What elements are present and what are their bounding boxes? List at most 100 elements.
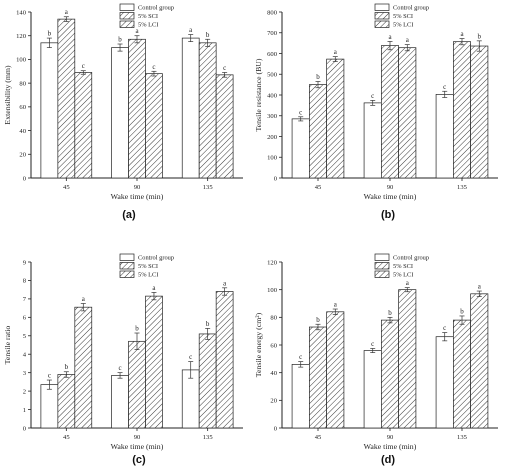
significance-letter: a	[82, 295, 86, 303]
bar-5-sci	[198, 333, 217, 429]
y-tick-label: 6	[23, 315, 27, 322]
significance-letter: c	[371, 92, 374, 100]
significance-letter: c	[82, 62, 85, 70]
legend-swatch	[374, 12, 390, 20]
chart-panel-4: 0 20 40 60 80 100 120 Tensile energy (cm²) 45 c b a…	[254, 253, 498, 466]
significance-letter: c	[299, 108, 302, 116]
significance-letter: b	[48, 30, 52, 38]
legend-label: Control group	[138, 5, 174, 12]
y-tick-label: 100	[267, 287, 278, 294]
legend-swatch	[374, 3, 390, 11]
significance-letter: b	[478, 32, 482, 40]
significance-letter: a	[189, 26, 193, 34]
significance-letter: a	[334, 301, 338, 309]
bar-control-group	[181, 369, 200, 429]
legend-swatch	[119, 12, 135, 20]
significance-letter: b	[316, 316, 320, 324]
y-tick-label: 80	[19, 80, 26, 87]
bar-5-lci	[470, 293, 489, 429]
legend-swatch	[374, 270, 390, 278]
significance-letter: c	[223, 64, 226, 72]
bar-5-lci	[215, 74, 234, 179]
bar-5-lci	[398, 289, 417, 429]
significance-letter: c	[371, 340, 374, 348]
legend-label: 5% LCI	[138, 272, 158, 279]
x-tick-label: 45	[63, 184, 70, 191]
y-tick-label: 800	[267, 9, 278, 16]
chart-panel-1: 0 20 40 60 80 100 120 140 Extensibility (mm) 45 b a…	[3, 3, 243, 221]
y-axis-title: Extensibility (mm)	[3, 65, 12, 125]
bar-5-sci	[128, 340, 146, 429]
legend-swatch	[119, 20, 135, 28]
bar-control-group	[40, 384, 59, 429]
significance-letter: c	[443, 83, 446, 91]
y-tick-label: 140	[16, 9, 27, 16]
y-tick-label: 20	[270, 398, 277, 405]
y-tick-label: 7	[23, 296, 27, 303]
y-tick-label: 500	[267, 72, 278, 79]
y-axis-title: Tensile ratio	[3, 326, 12, 365]
y-tick-label: 2	[23, 388, 26, 395]
x-tick-label: 135	[203, 434, 214, 441]
y-tick-label: 700	[267, 30, 278, 37]
y-tick-label: 40	[270, 370, 277, 377]
significance-letter: b	[65, 363, 69, 371]
y-axis-title: Tensile resistance (BU)	[254, 58, 263, 131]
legend-label: 5% SCI	[393, 263, 413, 270]
bar-5-sci	[57, 18, 76, 179]
bar-5-sci	[453, 319, 471, 429]
significance-letter: c	[443, 324, 446, 332]
y-tick-label: 600	[267, 51, 278, 58]
x-tick-label: 90	[387, 184, 394, 191]
y-tick-label: 5	[23, 333, 27, 340]
y-tick-label: 100	[267, 155, 278, 162]
legend-label: 5% SCI	[138, 13, 158, 20]
bar-5-lci	[398, 47, 417, 179]
legend-label: 5% SCI	[138, 263, 158, 270]
y-tick-label: 8	[23, 278, 27, 285]
bar-control-group	[40, 42, 59, 179]
significance-letter: b	[206, 31, 210, 39]
significance-letter: a	[478, 283, 482, 291]
bar-5-sci	[309, 326, 327, 429]
legend-swatch	[374, 20, 390, 28]
bar-control-group	[181, 37, 200, 179]
y-tick-label: 9	[23, 259, 27, 266]
y-tick-label: 0	[23, 175, 27, 182]
bar-5-sci	[57, 374, 76, 429]
significance-letter: a	[460, 30, 464, 38]
bar-control-group	[291, 118, 310, 179]
bar-5-lci	[145, 73, 163, 179]
significance-letter: a	[388, 33, 392, 41]
bar-5-sci	[453, 41, 471, 179]
x-tick-label: 135	[457, 434, 468, 441]
y-axis-title: Tensile energy (cm²)	[254, 312, 263, 377]
bar-5-lci	[326, 311, 345, 429]
bar-5-lci	[145, 295, 163, 429]
y-tick-label: 1	[23, 407, 26, 414]
legend-label: Control group	[393, 5, 429, 12]
panel-label: (b)	[381, 209, 395, 221]
x-tick-label: 135	[457, 184, 468, 191]
x-axis-title: Wake time (min)	[111, 192, 164, 201]
bar-5-lci	[470, 45, 489, 179]
x-axis-title: Wake time (min)	[364, 192, 417, 201]
y-tick-label: 3	[23, 370, 27, 377]
bar-5-lci	[326, 58, 345, 179]
legend-label: 5% SCI	[393, 13, 413, 20]
significance-letter: a	[406, 279, 410, 287]
significance-letter: a	[334, 48, 338, 56]
x-axis-title: Wake time (min)	[364, 442, 417, 451]
y-tick-label: 400	[267, 92, 278, 99]
legend-swatch	[119, 253, 135, 261]
significance-letter: c	[152, 63, 155, 71]
y-tick-label: 60	[270, 342, 277, 349]
x-axis-title: Wake time (min)	[111, 442, 164, 451]
panel-label: (a)	[122, 209, 136, 221]
bar-control-group	[363, 350, 382, 429]
y-tick-label: 120	[16, 33, 27, 40]
significance-letter: b	[388, 309, 392, 317]
significance-letter: a	[223, 279, 227, 287]
